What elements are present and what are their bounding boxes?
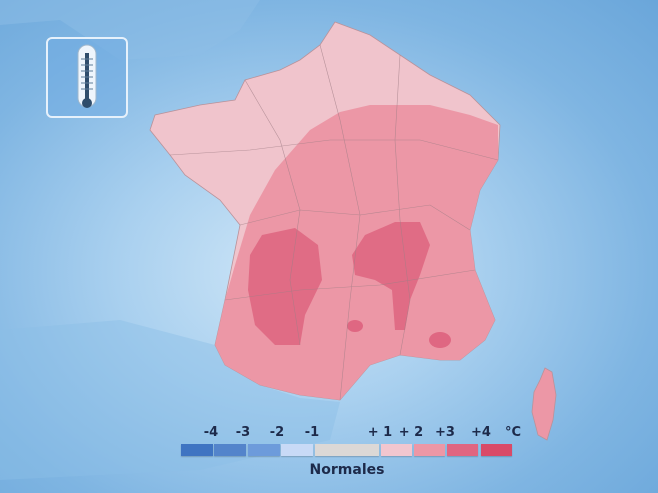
spain-land bbox=[0, 320, 340, 480]
legend-label: +4 bbox=[471, 425, 491, 440]
corsica bbox=[531, 367, 557, 441]
department-borders bbox=[169, 44, 499, 401]
thermometer-icon bbox=[46, 37, 128, 118]
zone-plus3-centre-east bbox=[352, 222, 430, 330]
legend-labels: -4 -3 -2 -1 + 1 + 2 +3 +4 °C bbox=[0, 425, 658, 443]
legend-segment bbox=[414, 444, 445, 456]
legend-segment bbox=[315, 444, 379, 456]
legend-label: + 1 bbox=[367, 425, 393, 440]
legend-unit: °C bbox=[504, 425, 522, 440]
zone-plus3-small-2 bbox=[429, 332, 451, 348]
legend-label: +3 bbox=[435, 425, 455, 440]
legend-caption: Normales bbox=[309, 462, 385, 478]
legend-segment bbox=[281, 444, 313, 456]
zone-plus3-small-1 bbox=[347, 320, 363, 332]
legend-segment bbox=[181, 444, 213, 456]
legend-label: -4 bbox=[203, 425, 219, 440]
zone-plus3-southwest bbox=[248, 228, 322, 345]
legend-segment bbox=[214, 444, 246, 456]
legend-segment bbox=[248, 444, 280, 456]
legend-segment bbox=[481, 444, 512, 456]
sea-coast-land bbox=[0, 0, 260, 60]
legend-label: -3 bbox=[235, 425, 251, 440]
legend-segment bbox=[447, 444, 478, 456]
legend-label: -1 bbox=[304, 425, 320, 440]
legend-label: + 2 bbox=[398, 425, 424, 440]
legend-segment bbox=[381, 444, 412, 456]
legend-label: -2 bbox=[269, 425, 285, 440]
